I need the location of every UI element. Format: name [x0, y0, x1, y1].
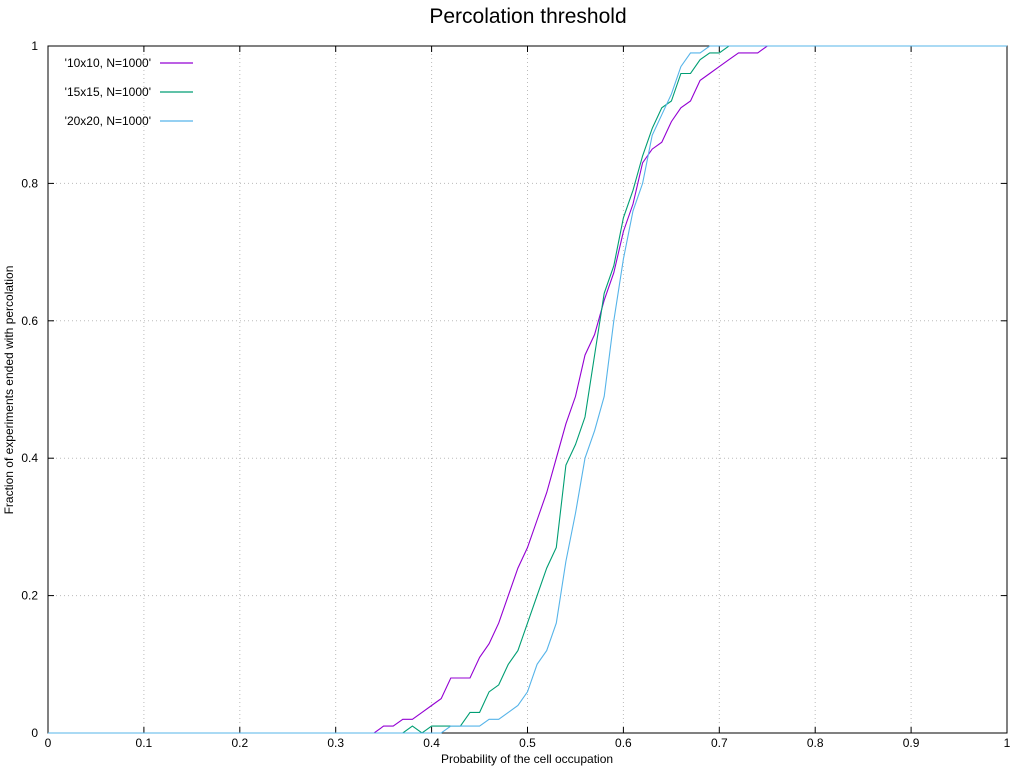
series-line — [48, 45, 1007, 734]
series-line — [48, 45, 1007, 734]
y-tick-label: 1 — [31, 39, 38, 53]
series-group — [48, 45, 1007, 734]
legend-label: '20x20, N=1000' — [65, 114, 151, 128]
legend-label: '10x10, N=1000' — [65, 56, 151, 70]
chart-title: Percolation threshold — [429, 5, 626, 28]
series-line — [48, 45, 1007, 734]
x-tick-label: 0.4 — [423, 736, 440, 750]
y-tick-label: 0.8 — [21, 176, 38, 190]
x-tick-label: 0.2 — [231, 736, 248, 750]
x-axis-label: Probability of the cell occupation — [441, 752, 613, 766]
legend: '10x10, N=1000' '15x15, N=1000' '20x20, N=… — [65, 56, 193, 128]
y-tick-label: 0 — [31, 726, 38, 740]
x-tick-label: 0.5 — [519, 736, 536, 750]
x-tick-label: 0.3 — [327, 736, 344, 750]
x-tick-label: 1 — [1004, 736, 1011, 750]
x-tick-label: 0.7 — [711, 736, 728, 750]
y-tick-label: 0.6 — [21, 314, 38, 328]
x-tick-label: 0.1 — [136, 736, 153, 750]
y-axis-label: Fraction of experiments ended with perco… — [2, 266, 16, 515]
y-tick-label: 0.4 — [21, 451, 38, 465]
axis-ticks: 0 0.1 0.2 0.3 0.4 0.5 0.6 0.7 0.8 0.9 1 0 0.2 0.4 0.6 0… — [21, 39, 1010, 750]
x-tick-label: 0 — [45, 736, 52, 750]
x-tick-label: 0.8 — [807, 736, 824, 750]
plot-frame — [47, 45, 1008, 734]
x-tick-label: 0.9 — [903, 736, 920, 750]
x-tick-label: 0.6 — [615, 736, 632, 750]
legend-label: '15x15, N=1000' — [65, 85, 151, 99]
grid — [48, 46, 1007, 733]
y-tick-label: 0.2 — [21, 589, 38, 603]
